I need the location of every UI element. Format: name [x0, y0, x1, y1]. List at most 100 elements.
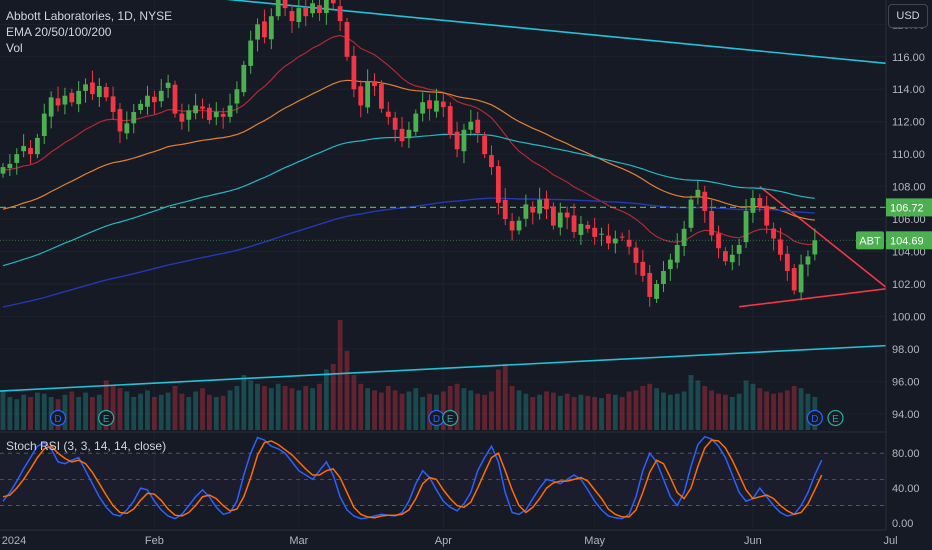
level-price-badge	[886, 198, 932, 217]
volume-bar	[647, 383, 653, 430]
candle	[502, 188, 508, 226]
time-axis-label: Mar	[289, 535, 308, 547]
candle	[131, 104, 137, 134]
trendline[interactable]	[759, 185, 887, 288]
volume-bar	[7, 397, 13, 430]
trendline[interactable]	[0, 0, 887, 65]
price-tick-label: 98.00	[892, 344, 920, 356]
volume-bar	[702, 386, 708, 430]
candle	[379, 79, 384, 113]
candle	[805, 250, 811, 277]
volume-bar	[179, 393, 185, 430]
candle	[427, 94, 432, 121]
ema-lines	[2, 34, 815, 308]
earnings-marker[interactable]: E	[827, 409, 844, 427]
candle	[447, 102, 453, 139]
candle	[158, 79, 164, 108]
time-axis-label: May	[584, 535, 605, 547]
rsi-tick-label: 40.00	[892, 483, 920, 495]
candle	[0, 163, 6, 178]
earnings-marker[interactable]: E	[98, 409, 115, 427]
candle	[385, 101, 391, 125]
volume-bar	[117, 388, 123, 430]
candle	[812, 228, 818, 261]
dividend-marker[interactable]: D	[806, 409, 823, 427]
volume-bar	[640, 386, 646, 430]
volume-bar	[241, 375, 247, 430]
ema-legend: EMA 20/50/100/200	[6, 25, 112, 39]
price-tick-label: 116.00	[892, 52, 925, 64]
marker-letter: E	[103, 414, 110, 425]
volume-bar	[207, 394, 212, 430]
ema-20-line	[2, 34, 815, 246]
candle	[461, 123, 467, 164]
candle	[241, 60, 247, 97]
volume-bar	[688, 375, 694, 430]
candle	[482, 131, 487, 159]
candle	[599, 227, 604, 246]
candle	[62, 87, 68, 115]
candle	[234, 81, 240, 114]
volume-bar	[791, 386, 797, 430]
trendline[interactable]	[739, 288, 887, 308]
candle	[530, 201, 536, 225]
candle	[523, 194, 529, 227]
volume-bar	[110, 386, 116, 430]
candle	[48, 91, 54, 129]
candle	[516, 216, 522, 235]
candle	[420, 92, 426, 122]
currency-button[interactable]: USD	[888, 4, 928, 28]
candle	[798, 254, 804, 301]
candle	[681, 220, 687, 256]
candle	[778, 227, 783, 261]
last-price-badge	[886, 231, 932, 250]
candle	[413, 109, 419, 136]
candle	[303, 0, 309, 27]
candle	[35, 133, 40, 159]
ticker-badge	[856, 231, 884, 250]
volume-bar	[255, 383, 260, 430]
candle	[220, 107, 226, 129]
price-tick-label: 108.00	[892, 182, 926, 194]
price-tick-label: 94.00	[892, 409, 920, 421]
level-price-text: 106.72	[890, 202, 924, 214]
price-tick-label: 106.00	[892, 214, 926, 226]
volume-bar	[0, 391, 6, 430]
volume-bar	[784, 390, 790, 430]
volume-bar	[489, 391, 494, 430]
stoch-rsi-panel	[0, 435, 886, 520]
volume-bar	[62, 394, 68, 430]
dividend-marker[interactable]: D	[49, 409, 67, 427]
volume-bar	[633, 390, 639, 430]
candle	[406, 121, 412, 149]
candle	[716, 225, 721, 259]
dividend-marker[interactable]: D	[428, 409, 445, 427]
volume-bar	[392, 390, 398, 430]
candle	[736, 239, 742, 266]
volume-bar	[358, 383, 364, 430]
volume-bar	[736, 393, 742, 430]
volume-bar	[406, 391, 412, 430]
candle	[475, 111, 481, 143]
volume-bar	[379, 392, 384, 430]
price-tick-label: 96.00	[892, 376, 920, 388]
volume-bar	[131, 397, 137, 430]
volume-bar	[296, 390, 302, 430]
earnings-marker[interactable]: E	[442, 409, 459, 427]
candle	[351, 45, 357, 98]
ema-50-line	[2, 79, 815, 221]
trendline[interactable]	[0, 344, 887, 392]
volume-bar	[220, 395, 226, 430]
candle	[633, 241, 639, 275]
volume-bar	[661, 392, 666, 430]
candle	[200, 98, 205, 119]
candle	[647, 264, 653, 307]
candle	[151, 90, 157, 115]
volume-bar	[248, 380, 254, 430]
candle	[323, 0, 329, 25]
candlesticks	[0, 0, 818, 307]
volume-bar	[151, 397, 157, 430]
volume-bar	[482, 394, 487, 430]
candle	[145, 85, 150, 115]
